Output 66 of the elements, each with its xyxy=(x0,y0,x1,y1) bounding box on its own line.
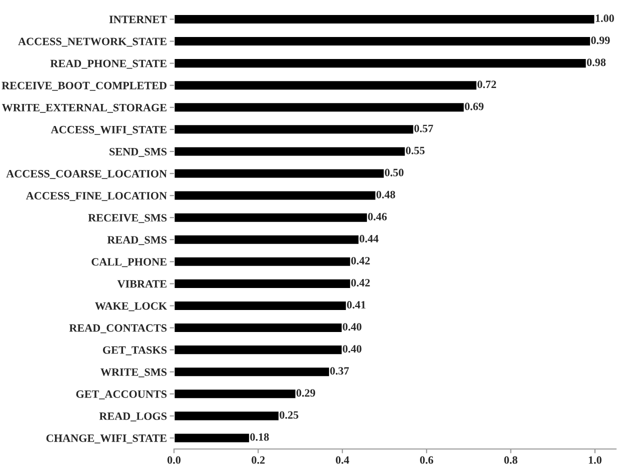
bar xyxy=(174,278,352,290)
bar xyxy=(174,344,344,356)
bar xyxy=(174,322,344,334)
y-tick-label: READ_PHONE_STATE xyxy=(50,60,166,69)
bar xyxy=(174,36,592,47)
y-tick-label: CALL_PHONE xyxy=(92,258,166,268)
x-tick-label: 0.0 xyxy=(167,456,181,464)
data-label: 0.98 xyxy=(586,58,606,66)
bar xyxy=(174,432,250,444)
bar xyxy=(174,212,368,224)
x-tick-label: 0.4 xyxy=(336,456,350,464)
data-label: 0.72 xyxy=(478,80,496,88)
y-tick-label: READ_LOGS xyxy=(99,412,167,422)
data-label: 0.29 xyxy=(296,389,316,397)
y-tick-label: SEND_SMS xyxy=(110,148,167,157)
y-tick-label: INTERNET xyxy=(109,16,167,24)
data-label: 0.99 xyxy=(591,36,610,44)
data-label: 0.46 xyxy=(368,212,387,220)
bar xyxy=(174,300,348,312)
data-label: 0.41 xyxy=(347,301,366,309)
y-tick-label: ACCESS_FINE_LOCATION xyxy=(26,192,167,201)
x-tick-label: 0.6 xyxy=(420,456,434,464)
data-label: 0.40 xyxy=(342,345,362,353)
bar xyxy=(174,168,386,180)
bar xyxy=(174,366,330,378)
x-tick-label: 0.2 xyxy=(252,456,265,464)
data-label: 1.00 xyxy=(596,14,614,22)
y-tick-label: READ_CONTACTS xyxy=(69,324,167,334)
data-label: 0.42 xyxy=(351,256,370,264)
data-label: 0.18 xyxy=(250,433,269,441)
data-label: 0.48 xyxy=(376,190,396,198)
bar xyxy=(174,410,280,422)
bar xyxy=(174,80,478,91)
y-tick-label: WRITE_SMS xyxy=(100,368,167,378)
y-tick-label: WRITE_EXTERNAL_STORAGE xyxy=(2,104,166,113)
bar xyxy=(174,146,406,158)
y-tick-label: RECEIVE_BOOT_COMPLETED xyxy=(2,82,167,91)
y-tick-label: VIBRATE xyxy=(117,280,166,288)
data-label: 0.40 xyxy=(342,323,362,331)
data-label: 0.44 xyxy=(360,234,378,242)
data-label: 0.55 xyxy=(406,146,425,154)
y-tick-label: ACCESS_COARSE_LOCATION xyxy=(6,170,167,179)
bar xyxy=(174,190,377,202)
data-label: 0.57 xyxy=(414,124,434,132)
data-label: 0.50 xyxy=(384,168,404,176)
data-label: 0.42 xyxy=(351,278,370,287)
y-tick-label: WAKE_LOCK xyxy=(94,302,167,312)
bar xyxy=(174,234,360,246)
x-tick-label: 0.8 xyxy=(504,456,518,464)
y-tick-label: GET_ACCOUNTS xyxy=(76,390,167,400)
y-tick-label: RECEIVE_SMS xyxy=(88,214,167,223)
y-tick-label: CHANGE_WIFI_STATE xyxy=(46,434,166,444)
y-tick-label: READ_SMS xyxy=(107,236,167,246)
data-label: 0.69 xyxy=(464,102,484,110)
bar xyxy=(174,124,415,136)
y-tick-label: ACCESS_NETWORK_STATE xyxy=(18,38,166,47)
data-label: 0.25 xyxy=(280,411,298,419)
bar xyxy=(174,58,588,69)
y-tick-label: GET_TASKS xyxy=(102,346,167,356)
bar xyxy=(174,14,596,25)
data-label: 0.37 xyxy=(330,367,349,375)
bar xyxy=(174,388,297,400)
y-tick-label: ACCESS_WIFI_STATE xyxy=(50,126,166,135)
bar xyxy=(174,102,466,114)
x-tick-label: 1.0 xyxy=(588,456,602,464)
bar xyxy=(174,256,352,268)
